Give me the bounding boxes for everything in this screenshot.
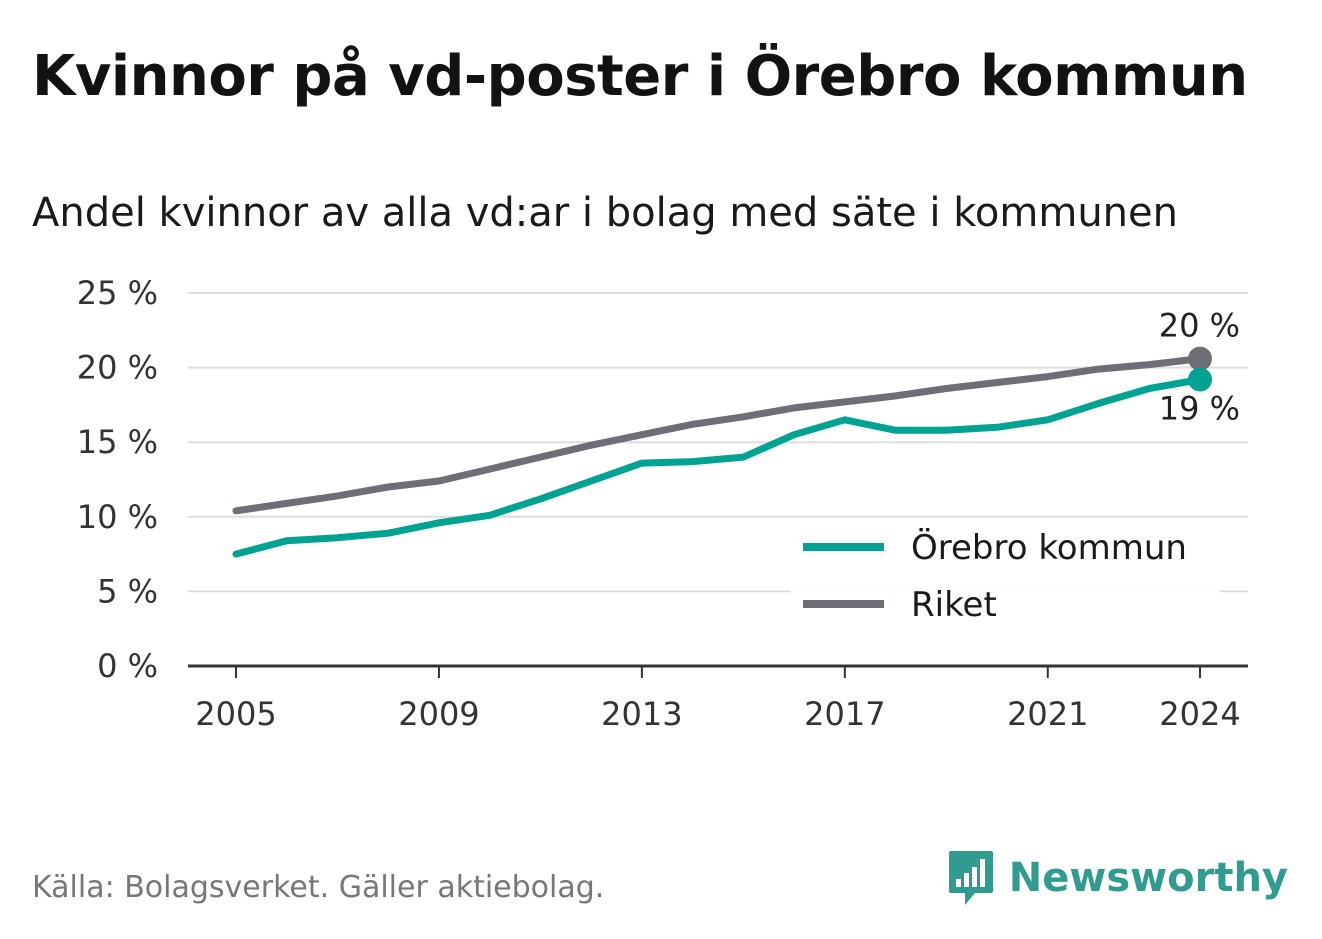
brand-name: Newsworthy — [1008, 855, 1288, 901]
y-tick-label: 25 % — [77, 274, 158, 312]
x-tick-label: 2009 — [398, 695, 479, 733]
brand-logo[interactable]: Newsworthy — [947, 850, 1288, 906]
y-tick-label: 20 % — [77, 349, 158, 387]
legend: Örebro kommun Riket — [790, 518, 1220, 632]
legend-label: Riket — [911, 585, 997, 625]
newsworthy-logo-icon — [948, 851, 993, 905]
end-labels: 19 % 20 % — [1159, 307, 1240, 428]
source-note: Källa: Bolagsverket. Gäller aktiebolag. — [32, 870, 605, 905]
chart-subtitle: Andel kvinnor av alla vd:ar i bolag med … — [32, 190, 1178, 236]
legend-background — [790, 518, 1220, 632]
x-axis: 2005 2009 2013 2017 2021 2024 — [188, 664, 1248, 733]
y-axis-labels: 0 % 5 % 10 % 15 % 20 % 25 % — [77, 274, 158, 685]
gridlines — [188, 292, 1248, 593]
x-tick-label: 2005 — [195, 695, 276, 733]
x-tick-label: 2024 — [1159, 695, 1240, 733]
end-value-label: 19 % — [1159, 390, 1240, 428]
y-tick-label: 0 % — [97, 647, 158, 685]
x-tick-label: 2013 — [601, 695, 682, 733]
series-lines — [232, 346, 1212, 558]
series-line — [232, 376, 1204, 558]
y-tick-label: 15 % — [77, 423, 158, 461]
series-line — [232, 355, 1204, 515]
y-tick-label: 5 % — [97, 572, 158, 610]
end-value-label: 20 % — [1159, 307, 1240, 345]
series-end-point — [1188, 346, 1212, 371]
chart-title: Kvinnor på vd-poster i Örebro kommun — [32, 44, 1248, 109]
y-tick-label: 10 % — [77, 498, 158, 536]
x-tick-label: 2017 — [804, 695, 885, 733]
x-tick-label: 2021 — [1007, 695, 1088, 733]
legend-label: Örebro kommun — [911, 527, 1187, 568]
series-end-point — [1188, 367, 1212, 392]
